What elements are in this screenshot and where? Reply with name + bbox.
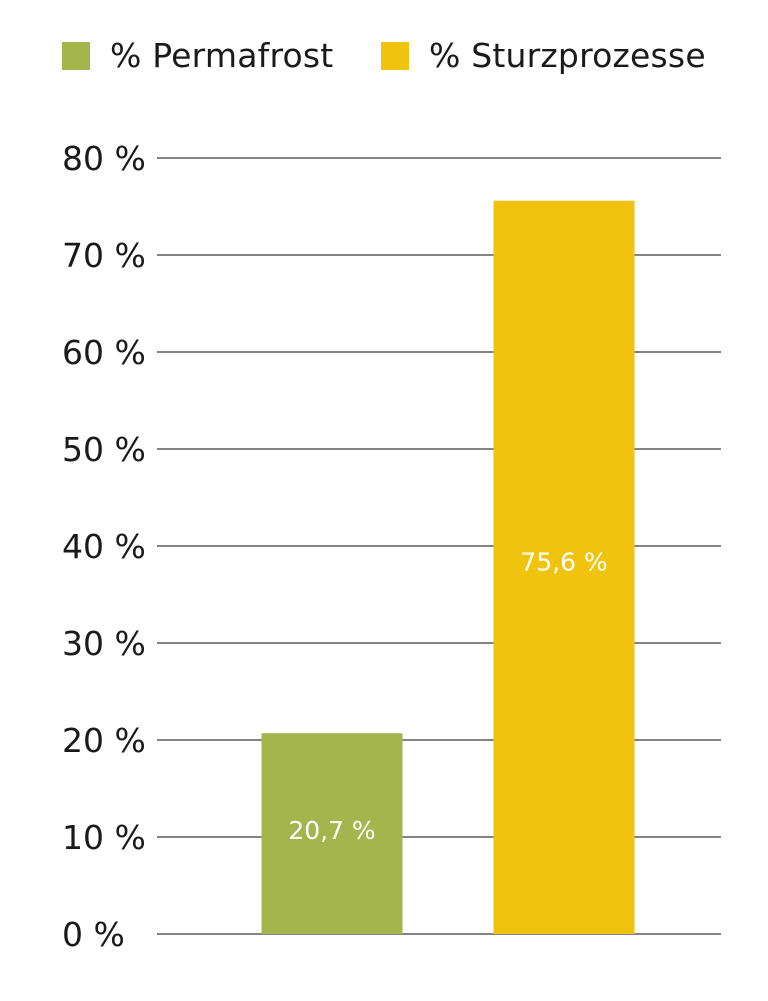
legend-item-sturzprozesse: % Sturzprozesse — [381, 36, 706, 75]
bars — [261, 200, 635, 934]
gridlines — [157, 157, 721, 935]
legend-label-permafrost: % Permafrost — [110, 36, 334, 75]
legend-item-permafrost: % Permafrost — [62, 36, 333, 75]
legend-swatch-sturzprozesse — [381, 41, 409, 70]
legend-label-sturzprozesse: % Sturzprozesse — [429, 36, 706, 75]
y-tick-label-30: 30 % — [62, 624, 146, 663]
y-tick-label-70: 70 % — [62, 236, 146, 275]
bar-sturzprozesse — [493, 200, 635, 934]
y-tick-label-20: 20 % — [62, 721, 146, 760]
y-axis-tick-labels: 0 % 10 % 20 % 30 % 40 % 50 % 60 % 70 % 80 % — [62, 139, 146, 954]
bar-permafrost — [261, 733, 403, 934]
data-label-sturzprozesse: 75,6 % — [520, 547, 607, 576]
data-labels: 20,7 % 75,6 % — [288, 547, 607, 845]
y-tick-label-10: 10 % — [62, 818, 146, 857]
y-tick-label-50: 50 % — [62, 430, 146, 469]
y-tick-label-0: 0 % — [62, 915, 125, 954]
y-tick-label-80: 80 % — [62, 139, 146, 178]
legend-swatch-permafrost — [62, 41, 90, 70]
y-tick-label-40: 40 % — [62, 527, 146, 566]
data-label-permafrost: 20,7 % — [288, 816, 375, 845]
y-tick-label-60: 60 % — [62, 333, 146, 372]
